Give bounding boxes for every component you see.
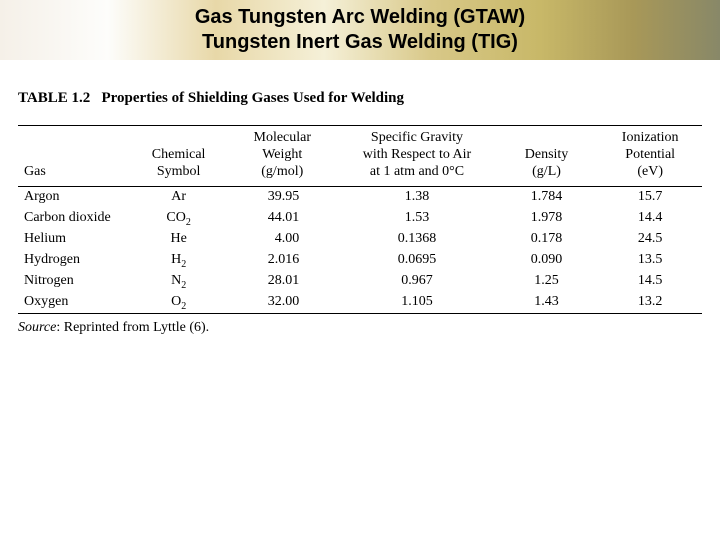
cell-density: 1.978	[495, 208, 599, 229]
cell-ion: 13.2	[598, 292, 702, 313]
cell-symbol: CO2	[132, 208, 225, 229]
cell-gas: Oxygen	[18, 292, 132, 313]
cell-symbol: Ar	[132, 187, 225, 208]
cell-sg: 0.967	[339, 271, 494, 292]
cell-ion: 24.5	[598, 229, 702, 250]
cell-sg: 1.105	[339, 292, 494, 313]
cell-density: 1.25	[495, 271, 599, 292]
cell-sg: 0.0695	[339, 250, 494, 271]
source-label: Source	[18, 320, 56, 335]
table-row: HydrogenH22.0160.06950.09013.5	[18, 250, 702, 271]
header-title-line2: Tungsten Inert Gas Welding (TIG)	[202, 30, 518, 55]
cell-mw: 44.01	[225, 208, 339, 229]
cell-symbol: N2	[132, 271, 225, 292]
cell-gas: Helium	[18, 229, 132, 250]
cell-sg: 1.38	[339, 187, 494, 208]
cell-mw: 32.00	[225, 292, 339, 313]
cell-symbol: O2	[132, 292, 225, 313]
table-row: ArgonAr39.951.381.78415.7	[18, 187, 702, 208]
cell-ion: 14.5	[598, 271, 702, 292]
table-row: OxygenO232.001.1051.4313.2	[18, 292, 702, 313]
table-row: HeliumHe4.000.13680.17824.5	[18, 229, 702, 250]
col-header-ion: IonizationPotential(eV)	[598, 126, 702, 187]
cell-gas: Nitrogen	[18, 271, 132, 292]
cell-ion: 15.7	[598, 187, 702, 208]
col-header-gas: Gas	[18, 126, 132, 187]
cell-mw: 39.95	[225, 187, 339, 208]
slide-header: Gas Tungsten Arc Welding (GTAW) Tungsten…	[0, 0, 720, 60]
table-row: NitrogenN228.010.9671.2514.5	[18, 271, 702, 292]
shielding-gases-table: Gas ChemicalSymbol MolecularWeight(g/mol…	[18, 125, 702, 314]
cell-gas: Carbon dioxide	[18, 208, 132, 229]
col-header-gas-text: Gas	[24, 164, 46, 179]
slide-content: TABLE 1.2 Properties of Shielding Gases …	[0, 60, 720, 336]
cell-ion: 14.4	[598, 208, 702, 229]
col-header-symbol: ChemicalSymbol	[132, 126, 225, 187]
cell-mw: 2.016	[225, 250, 339, 271]
cell-density: 1.43	[495, 292, 599, 313]
cell-gas: Hydrogen	[18, 250, 132, 271]
cell-sg: 1.53	[339, 208, 494, 229]
table-number: TABLE 1.2	[18, 90, 90, 106]
cell-mw: 4.00	[225, 229, 339, 250]
cell-sg: 0.1368	[339, 229, 494, 250]
cell-density: 1.784	[495, 187, 599, 208]
table-title: Properties of Shielding Gases Used for W…	[102, 90, 405, 106]
table-source: Source: Reprinted from Lyttle (6).	[18, 314, 702, 336]
cell-mw: 28.01	[225, 271, 339, 292]
table-caption: TABLE 1.2 Properties of Shielding Gases …	[18, 90, 702, 107]
cell-symbol: H2	[132, 250, 225, 271]
header-title-line1: Gas Tungsten Arc Welding (GTAW)	[195, 5, 525, 30]
source-text: : Reprinted from Lyttle (6).	[56, 320, 209, 335]
cell-symbol: He	[132, 229, 225, 250]
col-header-density: Density(g/L)	[495, 126, 599, 187]
table-row: Carbon dioxideCO244.011.531.97814.4	[18, 208, 702, 229]
cell-density: 0.090	[495, 250, 599, 271]
cell-gas: Argon	[18, 187, 132, 208]
col-header-mw: MolecularWeight(g/mol)	[225, 126, 339, 187]
cell-density: 0.178	[495, 229, 599, 250]
cell-ion: 13.5	[598, 250, 702, 271]
col-header-sg: Specific Gravitywith Respect to Airat 1 …	[339, 126, 494, 187]
